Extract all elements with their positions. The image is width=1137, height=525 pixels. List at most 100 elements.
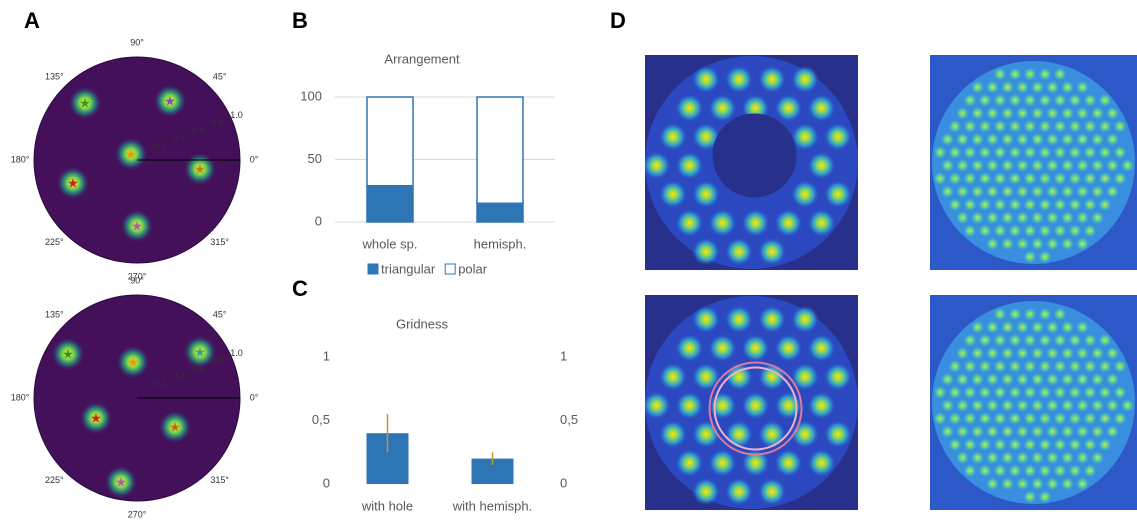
blob	[1022, 332, 1038, 349]
bar-segment	[476, 96, 524, 204]
blob	[791, 122, 819, 151]
star-marker: ★	[79, 95, 91, 110]
blob	[939, 397, 956, 414]
blob	[774, 448, 803, 477]
blob	[758, 477, 786, 506]
blob	[1097, 118, 1113, 135]
legend-swatch	[444, 263, 456, 275]
blob	[999, 371, 1016, 388]
blob	[1014, 475, 1031, 492]
blob	[1044, 423, 1061, 440]
blob	[741, 334, 770, 363]
blob	[1059, 235, 1076, 252]
blob	[1059, 79, 1076, 96]
star-marker: ★	[125, 146, 137, 161]
star-marker: ★	[67, 175, 79, 190]
blob	[824, 180, 852, 209]
blob	[992, 462, 1008, 479]
blob	[807, 208, 836, 237]
blob	[1067, 462, 1083, 479]
blob	[1037, 248, 1053, 265]
blob	[791, 362, 819, 391]
blob	[1007, 170, 1023, 187]
blob	[1007, 462, 1023, 479]
blob	[1037, 384, 1053, 401]
blob	[1007, 118, 1023, 135]
blob	[1097, 436, 1113, 453]
blob	[962, 332, 978, 349]
blob	[969, 423, 986, 440]
heatmap-content	[645, 55, 858, 270]
blob	[1059, 397, 1076, 414]
blob	[969, 157, 986, 174]
blob	[984, 449, 1001, 466]
blob	[741, 448, 770, 477]
blob	[947, 410, 963, 427]
blob	[1119, 397, 1136, 414]
angle-tick-label: 270°	[128, 509, 147, 519]
blob	[1067, 332, 1083, 349]
blob	[1089, 397, 1106, 414]
blob	[1022, 462, 1038, 479]
blob	[977, 410, 993, 427]
blob	[1074, 345, 1091, 362]
blob	[1074, 79, 1091, 96]
blob	[984, 79, 1001, 96]
blob	[1007, 196, 1023, 213]
blob	[1104, 183, 1121, 200]
blob	[992, 436, 1008, 453]
blob	[969, 209, 986, 226]
blob	[1089, 157, 1106, 174]
heatmap-image	[930, 55, 1137, 270]
blob	[1112, 358, 1128, 375]
blob	[1067, 118, 1083, 135]
bar-segment	[476, 202, 524, 223]
angle-tick-label: 315°	[210, 237, 229, 247]
blob	[692, 237, 720, 266]
blob	[1037, 92, 1053, 109]
blob	[1052, 92, 1068, 109]
x-tick-label: whole sp.	[362, 236, 418, 251]
blob	[954, 157, 971, 174]
blob	[1022, 66, 1038, 83]
blob	[939, 423, 956, 440]
blob	[1037, 462, 1053, 479]
blob	[999, 475, 1016, 492]
blob	[962, 92, 978, 109]
blob	[954, 371, 971, 388]
blob	[962, 118, 978, 135]
blob	[1074, 319, 1091, 336]
blob	[1082, 170, 1098, 187]
blob	[1059, 183, 1076, 200]
blob	[1022, 118, 1038, 135]
blob	[824, 362, 852, 391]
heatmap-image	[930, 295, 1137, 510]
blob	[1044, 183, 1061, 200]
blob	[962, 410, 978, 427]
x-tick-label: with hole	[361, 498, 413, 513]
blob	[992, 306, 1008, 323]
blob	[1037, 410, 1053, 427]
blob	[1104, 157, 1121, 174]
blob	[984, 371, 1001, 388]
blob	[962, 436, 978, 453]
y2-tick-label: 1	[560, 348, 567, 363]
blob	[645, 391, 671, 420]
blob	[1059, 105, 1076, 122]
blob	[1089, 105, 1106, 122]
hole	[712, 113, 797, 198]
blob	[1059, 345, 1076, 362]
blob	[708, 334, 737, 363]
blob	[1097, 384, 1113, 401]
blob	[1037, 118, 1053, 135]
star-marker: ★	[194, 344, 206, 359]
blob	[1089, 423, 1106, 440]
blob	[1067, 222, 1083, 239]
blob	[692, 305, 720, 334]
blob	[774, 208, 803, 237]
blob	[984, 319, 1001, 336]
blob	[977, 144, 993, 161]
blob	[692, 477, 720, 506]
blob	[708, 208, 737, 237]
